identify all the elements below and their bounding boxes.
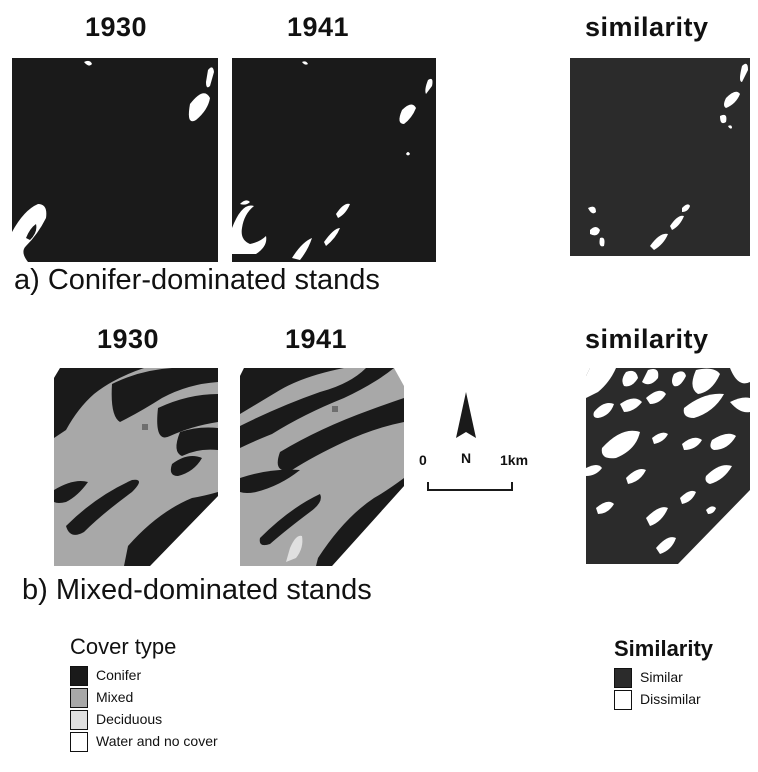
similarity-title-a: similarity bbox=[585, 12, 709, 42]
dissimilar-patch bbox=[682, 204, 690, 212]
dissimilar-patch bbox=[596, 501, 614, 514]
dissimilar-patch bbox=[730, 368, 750, 384]
conifer-area bbox=[316, 478, 404, 566]
water-patch bbox=[336, 203, 350, 218]
dissimilar-patch bbox=[706, 506, 716, 514]
water-patch bbox=[206, 67, 214, 88]
conifer-swatch bbox=[70, 666, 88, 686]
dissimilar-patch bbox=[683, 393, 724, 418]
dissimilar-patch bbox=[590, 227, 605, 247]
dissimilar-patch bbox=[622, 370, 638, 387]
conifer-area bbox=[170, 456, 202, 476]
similarity-title-b: similarity bbox=[585, 324, 709, 354]
conifer-area bbox=[176, 427, 218, 456]
water-swatch bbox=[70, 732, 88, 752]
dissimilar-swatch bbox=[614, 690, 632, 710]
dissimilar-patch bbox=[593, 403, 614, 418]
conifer-area bbox=[111, 368, 218, 422]
similar-area bbox=[570, 58, 750, 256]
conifer-area bbox=[12, 58, 218, 262]
conifer-area bbox=[240, 368, 394, 448]
year-label-a-1941: 1941 bbox=[287, 12, 350, 42]
similarity-legend-title: Similarity bbox=[614, 636, 714, 661]
dissimilar-patch bbox=[705, 465, 732, 484]
dissimilar-patch bbox=[650, 233, 668, 250]
year-label-a-1930: 1930 bbox=[85, 12, 148, 42]
conifer-area bbox=[240, 469, 300, 493]
dissimilar-patch bbox=[670, 215, 684, 230]
cover-legend-title: Cover type bbox=[70, 634, 177, 659]
dissimilar-patch bbox=[601, 430, 640, 459]
caption-a: a) Conifer-dominated stands bbox=[14, 264, 380, 296]
dissimilar-patch bbox=[680, 490, 696, 504]
dissimilar-patch bbox=[84, 60, 92, 66]
water-patch bbox=[240, 200, 250, 205]
water-patch bbox=[399, 104, 416, 124]
dissimilar-patch bbox=[652, 432, 668, 444]
map-b-1941 bbox=[240, 368, 404, 566]
dissimilar-patch bbox=[724, 91, 740, 108]
mixed-legend-label: Mixed bbox=[96, 689, 134, 705]
caption-b: b) Mixed-dominated stands bbox=[22, 574, 372, 606]
dissimilar-patch bbox=[656, 537, 676, 554]
north-label: N bbox=[461, 450, 472, 466]
conifer-area bbox=[277, 398, 404, 471]
year-label-b-1930: 1930 bbox=[97, 324, 160, 354]
deciduous-legend-label: Deciduous bbox=[96, 711, 163, 727]
scale-start-label: 0 bbox=[419, 452, 427, 468]
mixed-marker bbox=[332, 406, 338, 412]
conifer-area bbox=[232, 58, 436, 262]
dissimilar-patch bbox=[620, 398, 642, 412]
mixed-marker bbox=[142, 424, 148, 430]
water-patch bbox=[425, 78, 433, 94]
water-patch bbox=[232, 205, 267, 254]
water-patch bbox=[324, 228, 340, 246]
dissimilar-patch bbox=[626, 469, 646, 484]
deciduous-swatch bbox=[70, 710, 88, 730]
dissimilar-patch bbox=[730, 397, 750, 413]
water-patch bbox=[188, 93, 210, 122]
similar-legend-label: Similar bbox=[640, 669, 683, 685]
map-a-1941 bbox=[232, 58, 436, 262]
dissimilar-patch bbox=[586, 465, 602, 476]
dissimilar-patch bbox=[646, 507, 668, 526]
water-legend-label: Water and no cover bbox=[96, 733, 218, 749]
conifer-area bbox=[66, 479, 139, 535]
water-patch bbox=[406, 152, 410, 156]
water-patch bbox=[292, 238, 312, 260]
year-label-b-1941: 1941 bbox=[285, 324, 348, 354]
conifer-area bbox=[240, 368, 344, 414]
deciduous-patch bbox=[286, 535, 303, 562]
conifer-area bbox=[124, 492, 218, 566]
conifer-area bbox=[54, 481, 88, 503]
conifer-area bbox=[157, 394, 218, 438]
dissimilar-patch bbox=[720, 114, 727, 124]
dissimilar-patch bbox=[728, 125, 732, 129]
water-patch bbox=[12, 204, 47, 262]
dissimilar-patch bbox=[692, 368, 720, 394]
scale-and-north bbox=[427, 392, 513, 491]
similar-area bbox=[586, 368, 750, 564]
dissimilar-patch bbox=[672, 371, 686, 387]
dissimilar-legend-label: Dissimilar bbox=[640, 691, 701, 707]
dissimilar-patch bbox=[586, 368, 616, 398]
conifer-area bbox=[259, 494, 321, 546]
similarity-map-a bbox=[570, 58, 750, 256]
dissimilar-patch bbox=[740, 63, 748, 82]
scale-end-label: 1km bbox=[500, 452, 529, 468]
mixed-swatch bbox=[70, 688, 88, 708]
dissimilar-patch bbox=[682, 437, 702, 450]
map-b-1930 bbox=[54, 368, 218, 566]
dissimilar-patch bbox=[588, 206, 596, 214]
map-a-1930 bbox=[12, 58, 218, 262]
dissimilar-patch bbox=[646, 390, 666, 404]
water-patch bbox=[302, 61, 308, 65]
similar-swatch bbox=[614, 668, 632, 688]
north-arrow-icon bbox=[456, 392, 476, 438]
dissimilar-patch bbox=[710, 433, 736, 450]
conifer-area bbox=[54, 368, 144, 438]
similarity-map-b bbox=[586, 368, 750, 564]
dissimilar-patch bbox=[642, 369, 659, 385]
conifer-legend-label: Conifer bbox=[96, 667, 142, 683]
